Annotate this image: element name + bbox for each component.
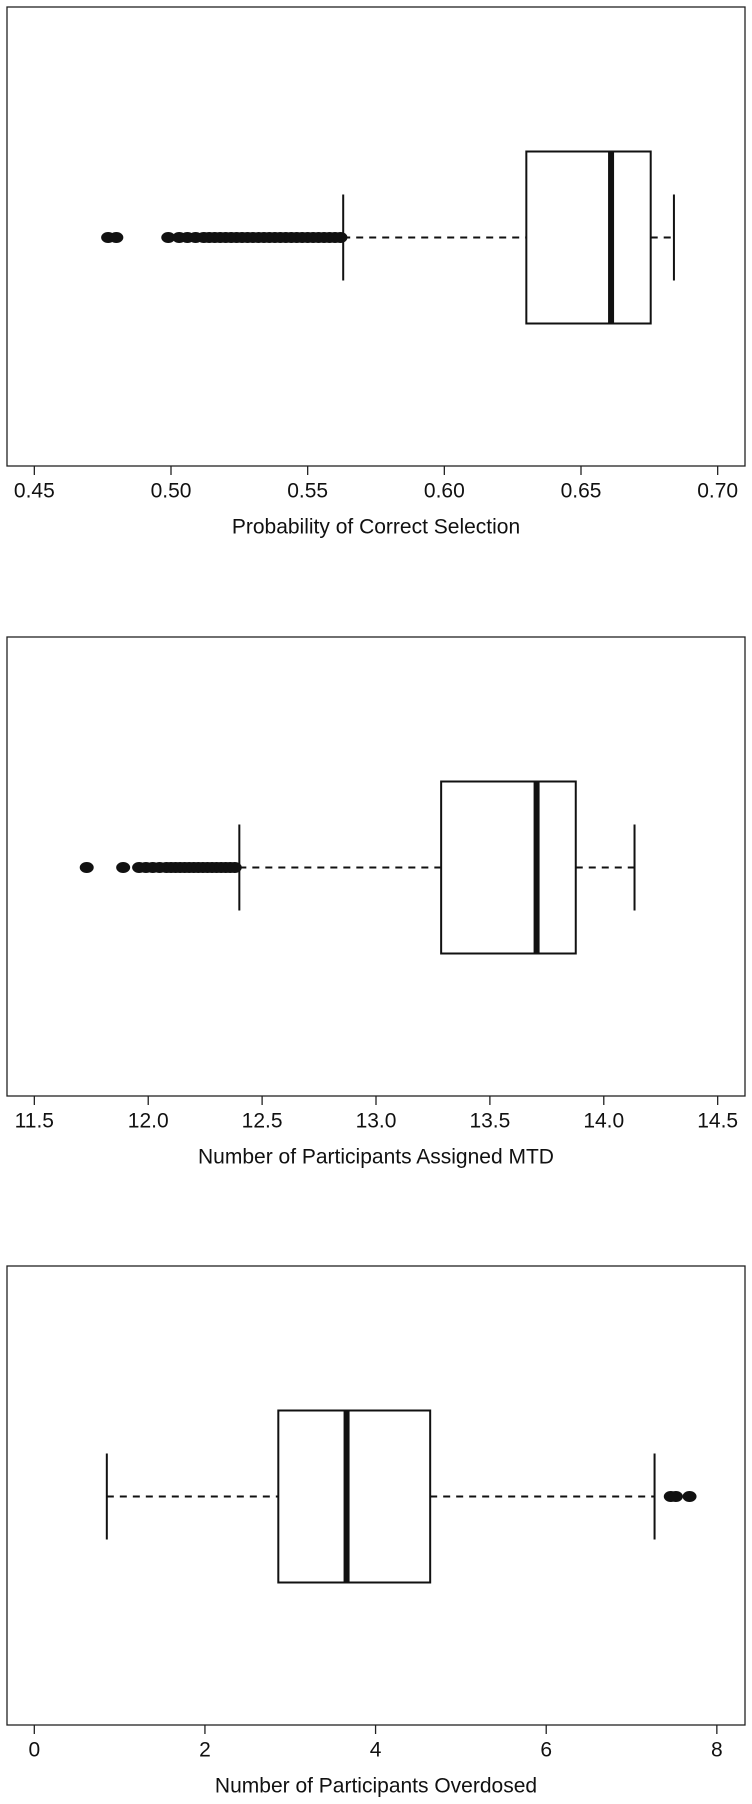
x-tick-label: 14.0 (583, 1110, 624, 1133)
outlier (116, 862, 131, 873)
x-tick-label: 12.0 (128, 1110, 169, 1133)
x-tick-label: 0.50 (151, 480, 192, 503)
outlier (333, 232, 348, 243)
outlier (668, 1491, 683, 1502)
outlier (161, 232, 176, 243)
x-tick-label: 4 (370, 1739, 382, 1762)
outlier (79, 862, 94, 873)
plot-frame (6, 6, 746, 467)
x-tick-label: 13.5 (469, 1110, 510, 1133)
x-tick-label: 0 (28, 1739, 40, 1762)
x-axis-label: Probability of Correct Selection (232, 516, 520, 539)
x-tick-label: 2 (199, 1739, 211, 1762)
outlier (227, 862, 242, 873)
outlier (109, 232, 124, 243)
x-tick-label: 0.55 (287, 480, 328, 503)
box (440, 780, 577, 955)
x-tick-label: 0.45 (14, 480, 55, 503)
x-tick-label: 0.70 (697, 480, 738, 503)
x-tick-label: 14.5 (697, 1110, 738, 1133)
box (277, 1409, 432, 1584)
x-tick-label: 0.65 (561, 480, 602, 503)
x-tick-label: 6 (540, 1739, 552, 1762)
x-tick-label: 0.60 (424, 480, 465, 503)
x-tick-label: 12.5 (242, 1110, 283, 1133)
x-axis-label: Number of Participants Overdosed (215, 1775, 537, 1798)
outlier (682, 1491, 697, 1502)
x-tick-label: 8 (711, 1739, 723, 1762)
x-axis-label: Number of Participants Assigned MTD (198, 1146, 554, 1169)
x-tick-label: 11.5 (15, 1110, 54, 1133)
box (525, 150, 652, 325)
x-tick-label: 13.0 (356, 1110, 397, 1133)
